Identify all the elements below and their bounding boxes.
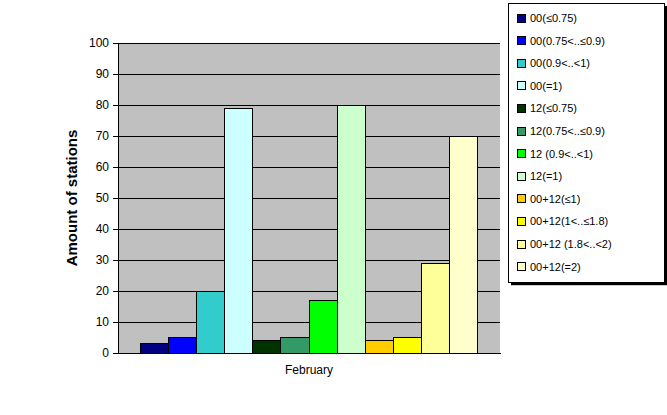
legend-label: 00(=1) [530, 80, 562, 92]
bar [309, 300, 337, 353]
y-tick-mark [113, 322, 118, 323]
legend-swatch [517, 263, 525, 271]
y-tick: 20 [96, 284, 118, 298]
y-tick-label: 30 [96, 253, 110, 267]
grid-line [118, 43, 500, 44]
legend-label: 00(0.9<..<1) [530, 57, 590, 69]
y-tick-label: 90 [96, 67, 110, 81]
y-tick: 80 [96, 98, 118, 112]
bar [337, 105, 365, 353]
y-tick-mark [113, 167, 118, 168]
legend-swatch [517, 195, 525, 203]
legend-label: 12(≤0.75) [530, 102, 577, 114]
legend-swatch [517, 14, 525, 22]
legend-label: 00(≤0.75) [530, 12, 577, 24]
bars [140, 105, 477, 353]
y-tick-mark [113, 229, 118, 230]
legend-swatch [517, 240, 525, 248]
bar [421, 263, 449, 353]
y-tick: 10 [96, 315, 118, 329]
y-tick-label: 60 [96, 160, 110, 174]
legend-label: 00+12(≤1) [530, 193, 580, 205]
legend-box [508, 3, 664, 282]
y-tick-label: 80 [96, 98, 110, 112]
legend-swatch [517, 217, 525, 225]
bar [253, 341, 281, 353]
y-axis-line [113, 44, 119, 354]
bar [225, 108, 253, 353]
bar [393, 338, 421, 354]
y-axis-title: Amount of stations [63, 130, 80, 267]
y-tick: 0 [102, 346, 118, 360]
legend-label: 00+12 (1.8<..<2) [530, 238, 612, 250]
y-tick-label: 20 [96, 284, 110, 298]
y-tick-label: 10 [96, 315, 110, 329]
bar [365, 341, 393, 353]
grid-line [118, 198, 500, 199]
grid-line [118, 136, 500, 137]
legend-swatch [517, 172, 525, 180]
legend-label: 12(0.75<..≤0.9) [530, 125, 605, 137]
legend-label: 00(0.75<..≤0.9) [530, 35, 605, 47]
legend-swatch [517, 104, 525, 112]
bar [140, 344, 168, 353]
chart: 0 10 20 30 40 50 60 70 80 90 100 February Amount of … [0, 0, 667, 415]
legend: 00(≤0.75) 00(0.75<..≤0.9) 00(0.9<..<1) 00(=… [508, 3, 667, 285]
x-axis: February [119, 353, 501, 377]
grid-line [118, 105, 500, 106]
y-tick-label: 0 [102, 346, 109, 360]
legend-label: 00+12(1<..≤1.8) [530, 215, 608, 227]
y-tick: 50 [96, 191, 118, 205]
grid-line [118, 167, 500, 168]
legend-swatch [517, 59, 525, 67]
y-tick-label: 50 [96, 191, 110, 205]
x-tick-label: February [285, 363, 333, 377]
y-tick-label: 70 [96, 129, 110, 143]
y-tick-label: 40 [96, 222, 110, 236]
bar [197, 291, 225, 353]
grid-line [118, 260, 500, 261]
y-tick-label: 100 [89, 36, 109, 50]
y-tick: 30 [96, 253, 118, 267]
y-tick-mark [113, 260, 118, 261]
y-tick-mark [113, 43, 118, 44]
bar [449, 136, 477, 353]
y-tick-mark [113, 198, 118, 199]
y-tick-mark [113, 353, 118, 354]
y-tick-mark [113, 291, 118, 292]
y-tick: 40 [96, 222, 118, 236]
x-axis-line [119, 353, 501, 354]
bar [169, 338, 197, 354]
grid-line [118, 74, 500, 75]
grid-line [118, 229, 500, 230]
legend-label: 12(=1) [530, 170, 562, 182]
legend-swatch [517, 127, 525, 135]
plot-area [118, 43, 500, 353]
y-tick: 70 [96, 129, 118, 143]
y-tick: 100 [89, 36, 118, 50]
y-tick-mark [113, 105, 118, 106]
x-tick: February [285, 353, 333, 377]
y-tick-mark [113, 136, 118, 137]
legend-swatch [517, 37, 525, 45]
y-axis: 0 10 20 30 40 50 60 70 80 90 100 [89, 36, 119, 360]
legend-swatch [517, 150, 525, 158]
grid [118, 43, 500, 353]
legend-label: 00+12(=2) [530, 261, 581, 273]
y-tick: 60 [96, 160, 118, 174]
y-tick: 90 [96, 67, 118, 81]
bar [281, 338, 309, 354]
y-tick-mark [113, 74, 118, 75]
legend-label: 12 (0.9<..<1) [530, 148, 593, 160]
legend-swatch [517, 82, 525, 90]
